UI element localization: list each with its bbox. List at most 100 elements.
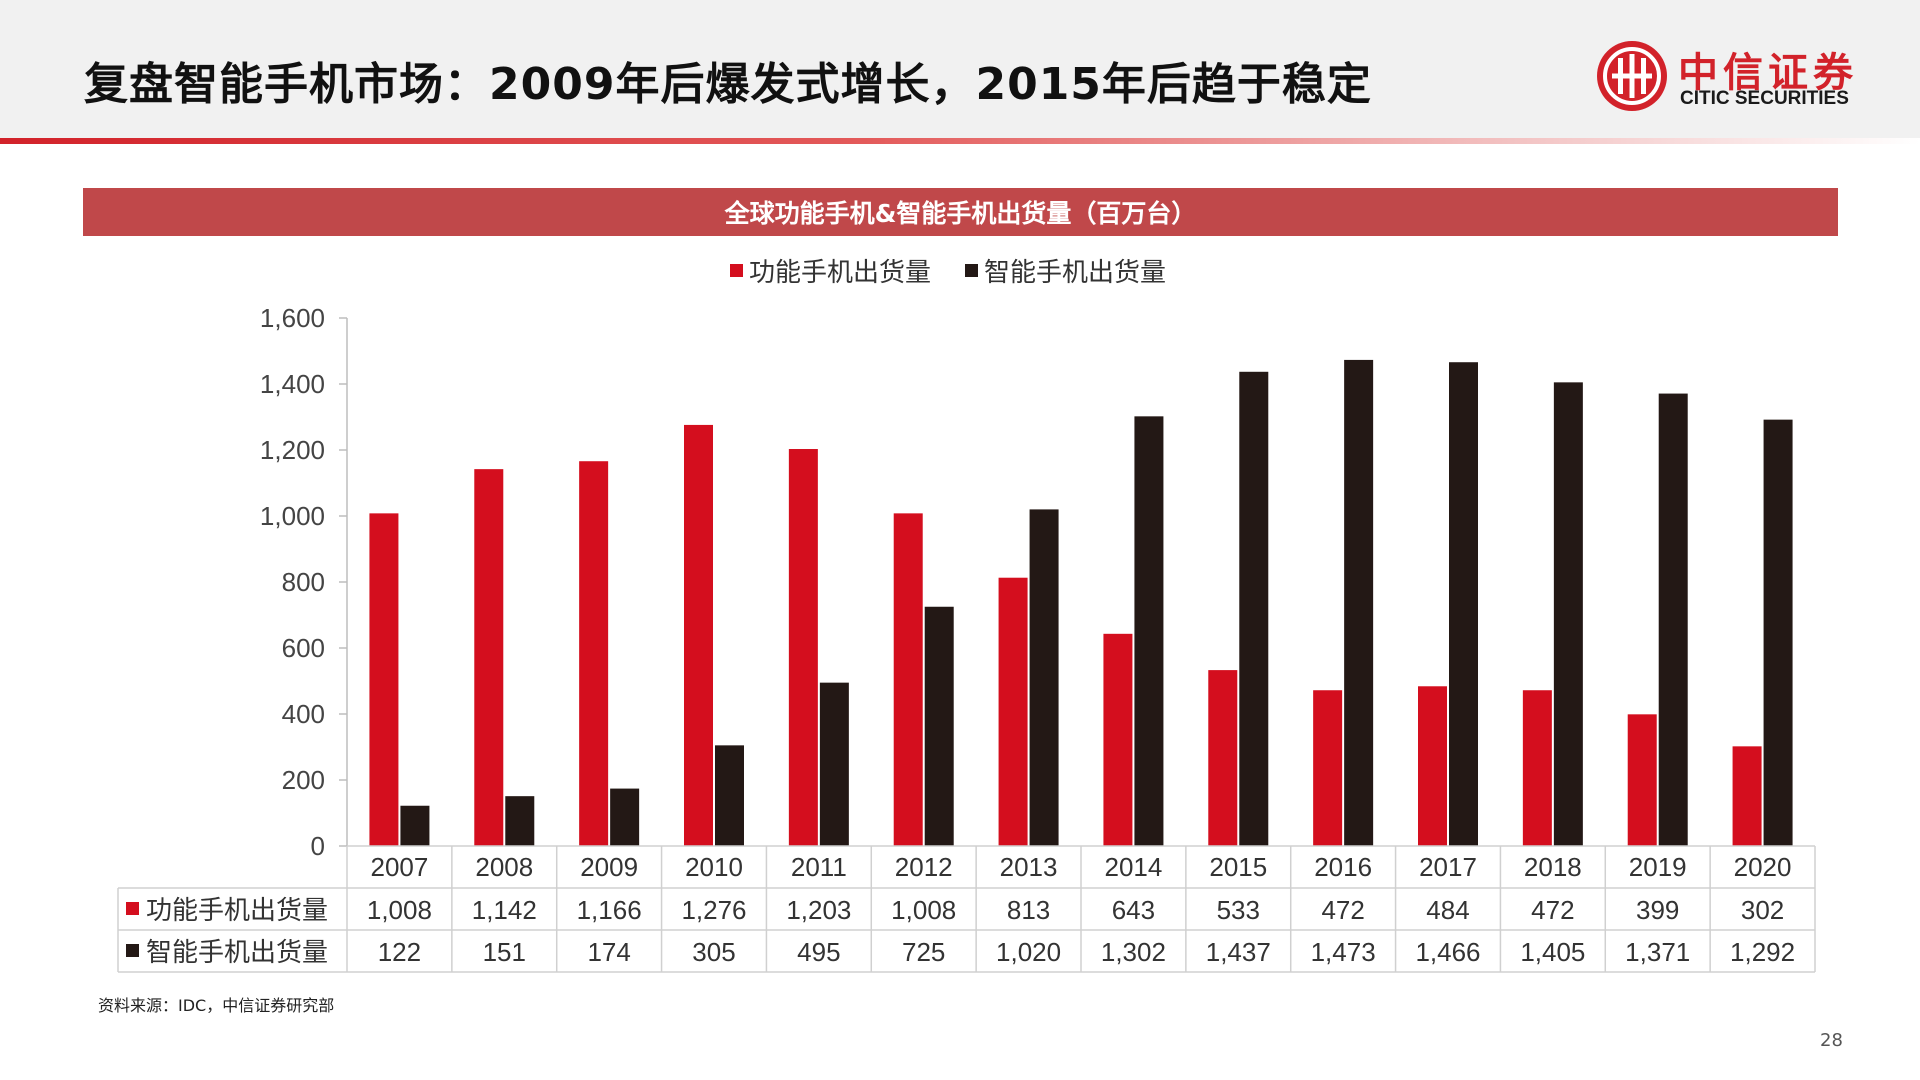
- x-tick-label: 2017: [1419, 852, 1477, 882]
- source-note: 资料来源：IDC，中信证券研究部: [98, 996, 335, 1015]
- slide-title: 复盘智能手机市场：2009年后爆发式增长，2015年后趋于稳定: [84, 59, 1372, 110]
- table-cell-value: 1,203: [786, 895, 851, 925]
- y-tick-label: 1,400: [260, 369, 325, 399]
- table-cell-value: 643: [1112, 895, 1155, 925]
- bar-feature-phone: [1627, 714, 1657, 846]
- bar-feature-phone: [998, 577, 1028, 846]
- table-cell-value: 1,292: [1730, 937, 1795, 967]
- x-tick-label: 2015: [1209, 852, 1267, 882]
- y-tick-label: 600: [282, 633, 325, 663]
- table-swatch-smartphone: [126, 944, 139, 957]
- bar-feature-phone: [1208, 670, 1238, 846]
- bar-feature-phone: [1313, 690, 1343, 846]
- bar-smartphone: [505, 796, 535, 846]
- chart-title: 全球功能手机&智能手机出货量（百万台）: [83, 188, 1838, 236]
- legend-label-feature-phone: 功能手机出货量: [749, 257, 932, 288]
- table-cell-value: 495: [797, 937, 840, 967]
- table-cell-value: 533: [1217, 895, 1260, 925]
- y-tick-label: 1,600: [260, 303, 325, 333]
- y-tick-label: 1,200: [260, 435, 325, 465]
- chart-legend: 功能手机出货量 智能手机出货量: [730, 252, 1200, 288]
- x-tick-label: 2009: [580, 852, 638, 882]
- legend-item-feature-phone: 功能手机出货量: [730, 252, 931, 289]
- table-cell-value: 1,008: [891, 895, 956, 925]
- bar-smartphone: [610, 788, 640, 846]
- x-tick-label: 2013: [1000, 852, 1058, 882]
- bar-smartphone: [715, 745, 744, 846]
- bar-feature-phone: [788, 449, 818, 846]
- bar-smartphone: [819, 682, 849, 846]
- x-tick-label: 2016: [1314, 852, 1372, 882]
- table-cell-value: 1,166: [577, 895, 642, 925]
- y-tick-label: 400: [282, 699, 325, 729]
- bar-smartphone: [924, 606, 954, 846]
- bar-smartphone: [1134, 416, 1164, 846]
- citic-logo: 中信证券 CITIC SECURITIES: [1594, 38, 1884, 114]
- y-tick-label: 800: [282, 567, 325, 597]
- table-swatch-feature-phone: [126, 902, 139, 915]
- table-cell-value: 302: [1741, 895, 1784, 925]
- table-cell-value: 1,437: [1206, 937, 1271, 967]
- x-tick-label: 2019: [1629, 852, 1687, 882]
- page-number: 28: [1820, 1030, 1843, 1051]
- bar-feature-phone: [1732, 746, 1762, 846]
- bar-smartphone: [400, 805, 430, 846]
- table-cell-value: 484: [1426, 895, 1469, 925]
- table-cell-value: 305: [692, 937, 735, 967]
- table-cell-value: 1,276: [681, 895, 746, 925]
- bar-feature-phone: [1522, 690, 1552, 846]
- table-cell-value: 1,371: [1625, 937, 1690, 967]
- bar-smartphone: [1449, 362, 1478, 846]
- table-cell-value: 1,020: [996, 937, 1061, 967]
- legend-swatch-feature-phone: [730, 263, 743, 277]
- x-tick-label: 2011: [791, 852, 847, 882]
- x-tick-label: 2010: [685, 852, 743, 882]
- table-row-label-feature-phone: 功能手机出货量: [146, 896, 328, 926]
- citic-emblem-icon: [1597, 41, 1667, 111]
- x-tick-label: 2020: [1734, 852, 1792, 882]
- table-row-label-smartphone: 智能手机出货量: [146, 938, 328, 968]
- x-tick-label: 2012: [895, 852, 953, 882]
- table-cell-value: 174: [587, 937, 630, 967]
- bar-smartphone: [1344, 359, 1374, 846]
- logo-english-name: CITIC SECURITIES: [1680, 88, 1849, 109]
- table-cell-value: 1,405: [1520, 937, 1585, 967]
- x-tick-label: 2008: [475, 852, 533, 882]
- table-cell-value: 1,142: [472, 895, 537, 925]
- table-cell-value: 151: [483, 937, 526, 967]
- bar-smartphone: [1553, 382, 1583, 846]
- legend-swatch-smartphone: [965, 263, 979, 277]
- bar-feature-phone: [684, 424, 713, 846]
- table-cell-value: 1,466: [1415, 937, 1480, 967]
- bar-feature-phone: [1418, 686, 1447, 846]
- header-divider: [0, 138, 1920, 144]
- table-cell-value: 472: [1321, 895, 1364, 925]
- x-tick-label: 2014: [1105, 852, 1163, 882]
- x-tick-label: 2018: [1524, 852, 1582, 882]
- bar-smartphone: [1029, 509, 1059, 846]
- table-cell-value: 813: [1007, 895, 1050, 925]
- table-cell-value: 472: [1531, 895, 1574, 925]
- table-cell-value: 1,008: [367, 895, 432, 925]
- bar-smartphone: [1658, 393, 1688, 846]
- bar-feature-phone: [1103, 633, 1133, 846]
- bar-feature-phone: [893, 513, 923, 846]
- table-cell-value: 399: [1636, 895, 1679, 925]
- y-tick-label: 0: [311, 831, 325, 861]
- table-cell-value: 1,473: [1311, 937, 1376, 967]
- y-tick-label: 200: [282, 765, 325, 795]
- y-tick-label: 1,000: [260, 501, 325, 531]
- table-cell-value: 122: [378, 937, 421, 967]
- legend-item-smartphone: 智能手机出货量: [965, 252, 1166, 289]
- legend-label-smartphone: 智能手机出货量: [984, 257, 1167, 288]
- table-cell-value: 725: [902, 937, 945, 967]
- bar-feature-phone: [369, 513, 399, 846]
- bar-smartphone: [1763, 419, 1793, 846]
- bar-feature-phone: [474, 469, 504, 846]
- logo-chinese-name: 中信证券: [1678, 50, 1858, 96]
- x-tick-label: 2007: [371, 852, 429, 882]
- bar-feature-phone: [579, 461, 609, 846]
- bar-smartphone: [1239, 371, 1269, 846]
- table-cell-value: 1,302: [1101, 937, 1166, 967]
